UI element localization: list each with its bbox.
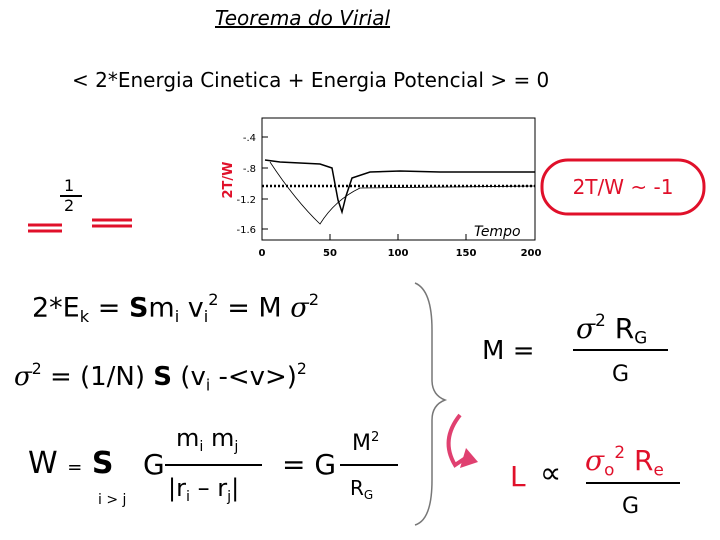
x-tick-label: 150 [456, 248, 477, 259]
superscript: 2 [31, 360, 42, 378]
term: R [614, 311, 635, 345]
subscript: i [185, 489, 190, 506]
term: v [187, 292, 204, 324]
term: m [211, 424, 235, 452]
subscript: j [234, 439, 239, 456]
term: | [231, 474, 240, 502]
annotation: 2T/W ~ -1 [573, 175, 674, 199]
arrow-head [460, 448, 478, 468]
x-tick-labels: 0 50 100 150 200 [259, 248, 542, 259]
numerator: 1 [64, 176, 75, 195]
sum: S [153, 361, 173, 392]
kinetic-equation: 2*Ek = Smi vi2 = M σ2 [32, 290, 319, 326]
x-axis-label: Tempo [474, 224, 521, 240]
term: W [28, 446, 58, 481]
text: 2*Energia Cinetica + Energia Potencial [95, 68, 484, 92]
potential-den2: RG [350, 476, 373, 502]
subscript: k [79, 306, 90, 326]
op: = G [282, 448, 337, 481]
sum-index: i > j [98, 492, 127, 508]
sigma: σ [585, 443, 605, 477]
sigma: σ [14, 361, 32, 392]
title: Teorema do Virial [215, 6, 391, 30]
mass-numerator: σ2 RG [576, 310, 647, 348]
term: = (1/N) [49, 361, 146, 392]
op: = [67, 457, 83, 478]
superscript: 2 [308, 290, 320, 309]
subscript: i [203, 306, 209, 326]
subscript: i [199, 439, 204, 456]
term: m [148, 292, 175, 324]
sum: S [128, 292, 149, 324]
y-tick-label: -.8 [243, 164, 256, 175]
sum: S [91, 446, 114, 481]
y-tick-label: -.4 [243, 133, 256, 144]
potential-numerator: mi mj [176, 424, 238, 455]
term: – r [197, 474, 228, 502]
y-tick-labels: -.4 -.8 -1.2 -1.6 [236, 133, 256, 236]
bracket: > [490, 68, 508, 92]
superscript: 2 [595, 310, 606, 330]
plot-frame [261, 117, 536, 241]
y-axis-label: 2T/W [221, 161, 236, 198]
sigma: σ [576, 311, 596, 345]
dispersion-equation: σ2 = (1/N) S (vi -<v>)2 [14, 360, 307, 394]
constant: G [143, 448, 165, 481]
proportional: ∝ [540, 456, 562, 491]
mass-lhs: M = [482, 336, 535, 366]
op: = M [227, 292, 282, 324]
y-tick-label: -1.2 [236, 195, 256, 206]
virial-equation: < 2*Energia Cinetica + Energia Potencial… [72, 68, 549, 92]
subscript: j [227, 489, 232, 506]
curve [269, 161, 536, 225]
luminosity-numerator: σo2 Re [585, 442, 664, 480]
subscript: i [205, 376, 211, 395]
brace [414, 282, 448, 526]
plot-ticks [262, 136, 467, 240]
potential-denominator: |ri – rj| [168, 474, 239, 505]
x-tick-label: 0 [259, 248, 266, 259]
subscript: e [653, 459, 664, 480]
subscript: G [634, 327, 648, 348]
term: |r [168, 474, 186, 502]
luminosity-denominator: G [622, 494, 640, 519]
luminosity-lhs: L [510, 460, 526, 493]
potential-num2: M2 [352, 430, 379, 456]
x-tick-label: 200 [521, 248, 542, 259]
potential-lhs: W = S [28, 446, 113, 481]
term: R [350, 476, 364, 500]
term: -<v>) [218, 361, 297, 392]
superscript: 2 [208, 290, 219, 309]
y-tick-label: -1.6 [236, 225, 256, 236]
x-tick-label: 50 [323, 248, 337, 259]
term: m [176, 424, 200, 452]
bracket: < [72, 68, 89, 92]
arrow [446, 413, 472, 468]
subscript: o [604, 459, 615, 480]
term: (v [180, 361, 206, 392]
subscript: G [363, 488, 374, 503]
term: 2*E [32, 292, 80, 324]
subscript: i [174, 306, 180, 326]
superscript: 2 [370, 430, 380, 445]
curve [264, 159, 535, 215]
x-tick-label: 100 [388, 248, 409, 259]
denominator: 2 [64, 196, 75, 215]
op: = [97, 292, 121, 324]
superscript: 2 [296, 360, 307, 378]
mass-denominator: G [612, 362, 630, 387]
sigma: σ [290, 292, 309, 324]
equals-signs [28, 218, 132, 233]
annotation-box [540, 158, 706, 216]
rhs: = 0 [513, 68, 550, 92]
superscript: 2 [614, 442, 626, 462]
term: R [634, 443, 654, 477]
term: M [352, 431, 371, 457]
